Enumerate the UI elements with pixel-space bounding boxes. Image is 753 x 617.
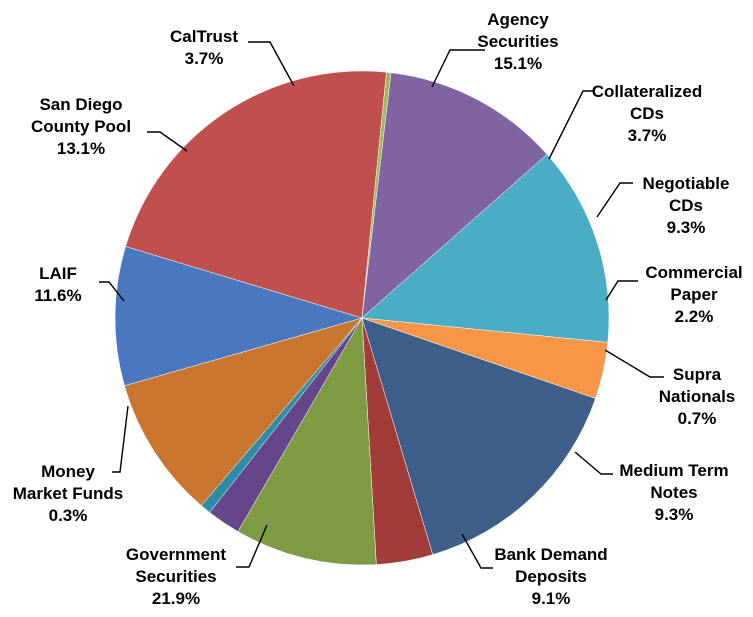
slice-label: Negotiable CDs 9.3% (643, 174, 730, 237)
slice-value-label: 2.2% (675, 307, 714, 326)
slice-value-label: 9.3% (667, 218, 706, 237)
slice-name-label: Government (126, 545, 226, 564)
slice-value-label: 9.1% (532, 589, 571, 608)
leader-line (112, 405, 129, 473)
slice-label: Agency Securities 15.1% (477, 10, 558, 73)
pie-slice-bank-demand-deposits (114, 246, 363, 387)
slice-value-label: 3.7% (628, 126, 667, 145)
leader-line (236, 524, 268, 568)
slice-name-label: Commercial (645, 263, 742, 282)
slice-name-label: LAIF (39, 264, 77, 283)
slice-label: CalTrust 3.7% (170, 27, 238, 68)
leader-line (147, 131, 188, 152)
slice-name-label: Medium Term (619, 461, 728, 480)
slice-name-label: San Diego (39, 95, 122, 114)
pie-slice-laif (361, 72, 548, 319)
slice-name-label: CDs (630, 104, 664, 123)
leader-line (548, 90, 594, 160)
slice-value-label: 0.3% (49, 506, 88, 525)
slice-label: Bank Demand Deposits 9.1% (494, 545, 607, 608)
leader-line (596, 182, 633, 218)
slice-name-label: Deposits (515, 567, 587, 586)
pie-slice-san-diego-county-pool (361, 154, 610, 343)
slice-label: Collateralized CDs 3.7% (592, 82, 703, 145)
slice-name-label: Paper (670, 285, 718, 304)
slice-label: Medium Term Notes 9.3% (619, 461, 728, 524)
slice-name-label: Agency (487, 10, 549, 29)
slice-labels: Agency Securities 15.1% Collateralized CDs 3.… (13, 10, 743, 608)
leader-line (605, 280, 638, 301)
slice-name-label: Securities (135, 567, 216, 586)
leader-line (461, 533, 493, 569)
leader-line (431, 49, 485, 88)
slice-label: Commercial Paper 2.2% (645, 263, 742, 326)
slice-value-label: 11.6% (34, 286, 81, 305)
pie-slice-government-securities (125, 70, 387, 319)
pie-slice-agency-securities (361, 317, 596, 555)
slice-name-label: Supra (673, 365, 722, 384)
slice-name-label: Notes (650, 483, 697, 502)
slice-value-label: 9.3% (655, 505, 694, 524)
slice-value-label: 0.7% (678, 409, 717, 428)
slice-name-label: Bank Demand (494, 545, 607, 564)
slice-value-label: 15.1% (494, 54, 542, 73)
slice-label: Government Securities 21.9% (126, 545, 226, 608)
leader-line (248, 41, 295, 87)
slice-label: San Diego County Pool 13.1% (31, 95, 131, 158)
slice-label: LAIF 11.6% (34, 264, 81, 305)
leader-line (99, 281, 125, 302)
slice-name-label: County Pool (31, 117, 131, 136)
slice-name-label: Negotiable (643, 174, 730, 193)
slice-name-label: Money (41, 462, 95, 481)
pie-slice-medium-term-notes (124, 317, 363, 506)
leader-line (574, 451, 613, 475)
slice-name-label: Market Funds (13, 484, 124, 503)
slice-value-label: 21.9% (152, 589, 200, 608)
slice-label: Money Market Funds 0.3% (13, 462, 124, 525)
slice-name-label: CDs (669, 196, 703, 215)
slice-value-label: 3.7% (185, 49, 224, 68)
slice-name-label: Securities (477, 32, 558, 51)
leader-lines (99, 41, 664, 569)
slice-name-label: Nationals (659, 387, 736, 406)
slice-name-label: Collateralized (592, 82, 703, 101)
slice-value-label: 13.1% (57, 139, 105, 158)
slice-label: Supra Nationals 0.7% (659, 365, 736, 428)
leader-line (604, 349, 664, 378)
slice-name-label: CalTrust (170, 27, 238, 46)
pie-slices (114, 70, 610, 566)
pie-slice-negotiable-cds (237, 317, 377, 566)
pie-slice-caltrust (361, 317, 609, 399)
